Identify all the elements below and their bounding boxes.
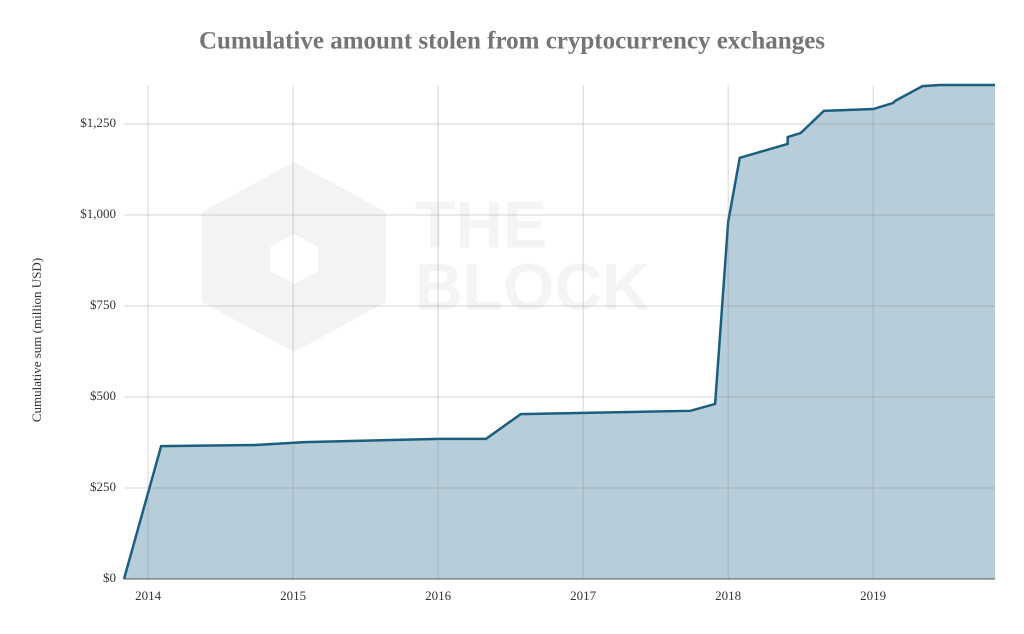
- x-tick-label: 2016: [425, 588, 452, 603]
- y-tick-label: $250: [90, 479, 116, 494]
- y-tick-label: $750: [90, 297, 116, 312]
- y-tick-label: $1,000: [80, 206, 116, 221]
- x-tick-label: 2017: [570, 588, 597, 603]
- y-axis-label: Cumulative sum (million USD): [29, 258, 44, 422]
- y-tick-label: $0: [103, 570, 116, 585]
- x-tick-label: 2018: [715, 588, 741, 603]
- line: [122, 83, 995, 580]
- y-tick-label: $1,250: [80, 115, 116, 130]
- watermark-logo-hole: [270, 234, 318, 284]
- watermark-text: BLOCK: [415, 249, 650, 323]
- x-tick-label: 2014: [135, 588, 162, 603]
- chart-title: Cumulative amount stolen from cryptocurr…: [199, 28, 825, 55]
- y-tick-label: $500: [90, 388, 116, 403]
- watermark: THE BLOCK: [202, 162, 650, 352]
- x-tick-label: 2015: [280, 588, 306, 603]
- x-tick-label: 2019: [860, 588, 886, 603]
- watermark-text: THE: [415, 187, 547, 261]
- area: [124, 85, 995, 579]
